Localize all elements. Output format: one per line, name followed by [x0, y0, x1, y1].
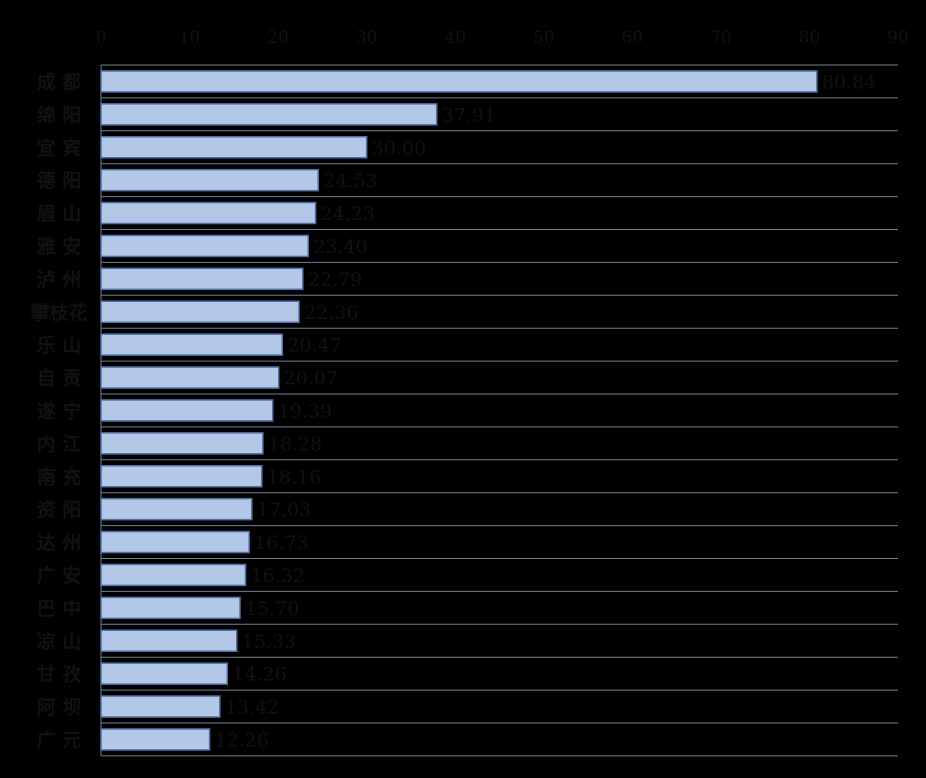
bars: [100, 70, 818, 751]
value-label: 24.53: [323, 170, 377, 192]
category-label: 眉 山: [37, 203, 82, 225]
category-label: 广 元: [37, 728, 82, 751]
value-label: 23.40: [313, 236, 367, 258]
value-label: 13.42: [225, 697, 279, 719]
bar: [100, 300, 300, 323]
category-label: 甘 孜: [37, 663, 83, 686]
category-label: 内 江: [37, 432, 82, 455]
value-label: 30.00: [372, 137, 426, 159]
bar: [100, 399, 274, 422]
value-label: 37.91: [442, 104, 496, 126]
value-label: 22.36: [304, 302, 358, 324]
category-label: 乐 山: [37, 335, 82, 357]
bar: [100, 563, 247, 587]
value-label: 22.79: [308, 269, 362, 291]
x-tick-label: 10: [179, 28, 201, 48]
value-label: 19.39: [278, 400, 332, 422]
x-tick-label: 80: [799, 28, 821, 48]
value-label: 12.26: [215, 729, 269, 751]
value-label: 15.33: [242, 631, 296, 653]
x-tick-label: 90: [887, 28, 909, 48]
value-label: 20.47: [287, 335, 341, 357]
x-tick-label: 20: [267, 28, 289, 48]
bar: [100, 70, 818, 93]
category-label: 巴 中: [37, 597, 82, 620]
value-label: 16.32: [251, 565, 305, 587]
category-label: 凉 山: [37, 630, 82, 653]
x-tick-label: 40: [444, 28, 466, 48]
category-label: 泸 州: [37, 269, 82, 291]
category-label: 阿 坝: [37, 697, 82, 719]
value-labels: 80.84 37.91 30.00 24.53 24.23 23.40 22.79 22.36…: [215, 71, 877, 751]
category-label: 达 州: [37, 531, 82, 554]
x-tick-label: 60: [622, 28, 644, 48]
value-label: 15.70: [245, 598, 299, 620]
x-tick-label: 70: [710, 28, 732, 48]
value-label: 80.84: [822, 71, 876, 93]
bar: [100, 629, 238, 652]
bar: [100, 662, 229, 685]
value-label: 24.23: [321, 203, 375, 225]
category-label: 南 充: [37, 465, 82, 488]
category-label: 广 安: [37, 564, 82, 587]
value-label: 14.26: [232, 664, 286, 686]
value-label: 17.03: [257, 499, 311, 521]
category-label: 宜 宾: [37, 136, 82, 159]
value-label: 16.73: [254, 532, 308, 554]
bar: [100, 201, 317, 225]
x-tick-label: 30: [356, 28, 378, 48]
bar: [100, 432, 264, 455]
bar: [100, 366, 280, 389]
bar: [100, 267, 304, 291]
category-label: 遂 宁: [37, 399, 82, 422]
bar: [100, 136, 368, 159]
x-axis-ticks: 0 10 20 30 40 50 60 70 80 90: [96, 28, 909, 48]
category-label: 雅 安: [37, 235, 82, 258]
bar: [100, 465, 263, 488]
value-label: 18.16: [267, 466, 321, 488]
x-tick-label: 50: [533, 28, 555, 48]
category-label: 德 阳: [37, 169, 82, 192]
value-label: 20.07: [284, 368, 338, 390]
category-label: 绵 阳: [37, 103, 82, 126]
category-label: 自 贡: [37, 367, 82, 390]
value-label: 18.28: [268, 433, 322, 455]
bar: [100, 728, 211, 751]
bar: [100, 168, 319, 192]
bar: [100, 695, 221, 718]
bar: [100, 530, 250, 554]
category-label: 攀枝花: [30, 301, 87, 324]
category-label: 成 都: [37, 70, 82, 93]
bar: [100, 333, 284, 356]
bar: [100, 596, 241, 620]
bar: [100, 103, 438, 126]
bar: [100, 234, 309, 258]
category-label: 资 阳: [37, 498, 82, 521]
x-tick-label: 0: [96, 28, 107, 48]
bar: [100, 497, 253, 521]
